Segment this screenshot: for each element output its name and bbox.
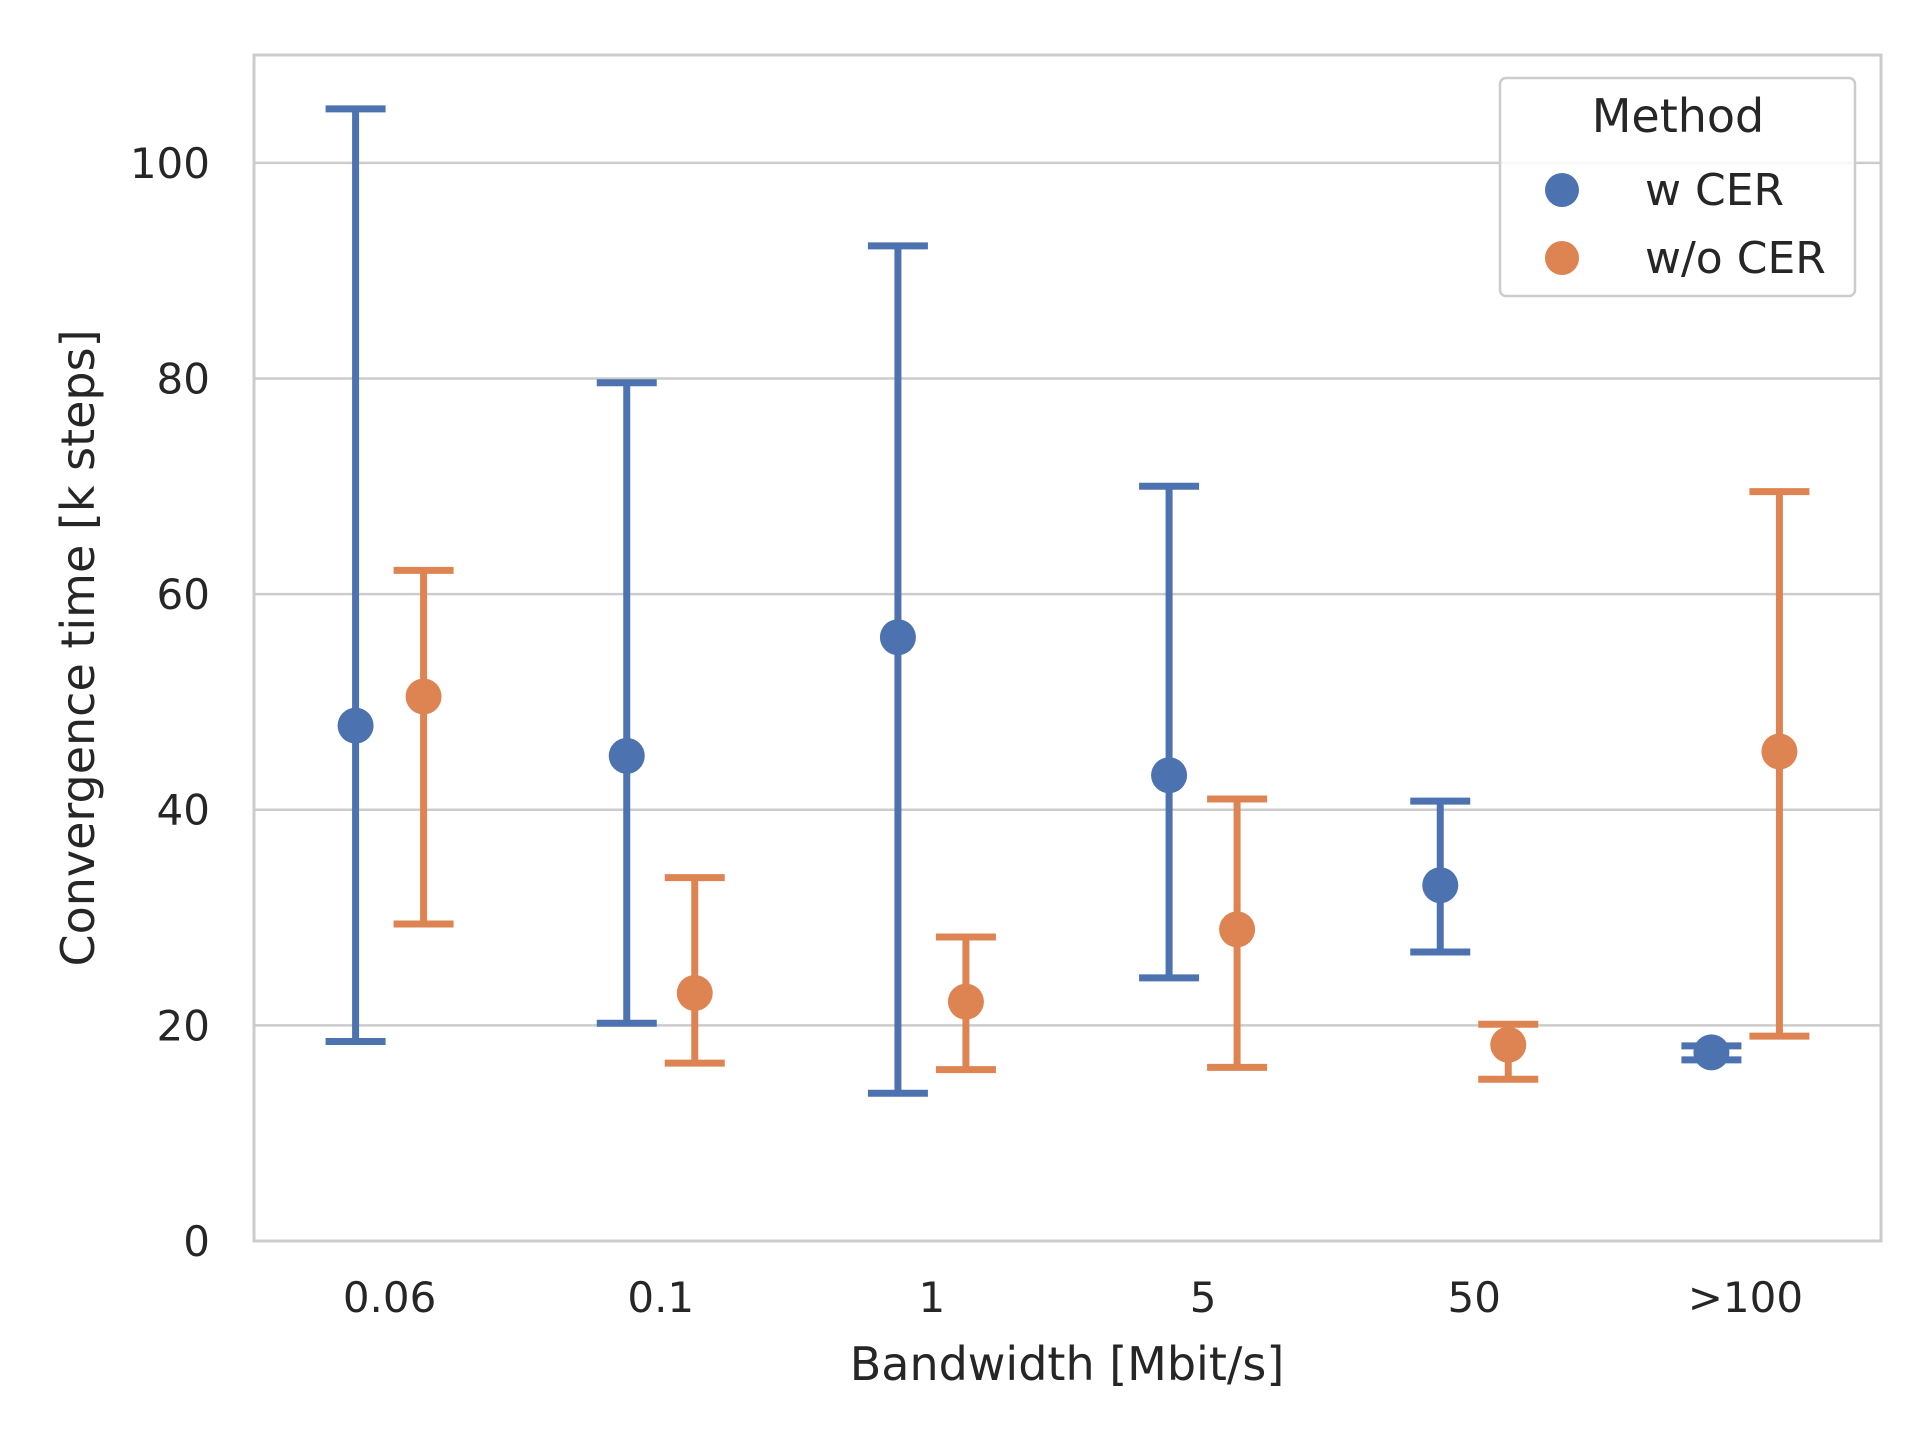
y-tick-label: 20 <box>157 1001 210 1050</box>
series-layer <box>325 105 1810 1097</box>
y-tick-label: 0 <box>183 1217 210 1266</box>
x-tick-label: 50 <box>1448 1273 1501 1322</box>
legend-label: w CER <box>1645 165 1784 216</box>
data-point <box>608 737 645 774</box>
series-1 <box>393 488 1810 1083</box>
data-point <box>1693 1034 1730 1071</box>
data-point <box>1422 867 1459 904</box>
y-tick-label: 80 <box>157 354 210 403</box>
series-0 <box>325 105 1742 1097</box>
legend-marker <box>1545 241 1579 275</box>
data-point <box>405 678 442 715</box>
plot-frame <box>252 53 1883 1243</box>
legend-items: w CER w/o CER <box>1545 165 1826 284</box>
y-tick-label: 100 <box>130 139 210 188</box>
x-tick-label: 0.06 <box>343 1273 437 1322</box>
x-tick-label: 1 <box>919 1273 946 1322</box>
data-point <box>1219 911 1256 948</box>
data-point <box>1761 733 1798 770</box>
x-tick-labels: 0.06 0.1 1 5 50 >100 <box>343 1273 1803 1322</box>
data-point <box>879 619 916 656</box>
x-tick-label: 5 <box>1190 1273 1217 1322</box>
x-tick-label: >100 <box>1688 1273 1803 1322</box>
x-axis-label: Bandwidth [Mbit/s] <box>850 1337 1285 1391</box>
y-axis-label: Convergence time [k steps] <box>51 329 105 966</box>
data-point <box>1490 1026 1527 1063</box>
legend-marker <box>1545 173 1579 207</box>
legend: Method w CER w/o CER <box>1498 76 1857 298</box>
legend-label: w/o CER <box>1645 233 1826 284</box>
x-tick-label: 0.1 <box>627 1273 694 1322</box>
data-point <box>676 975 713 1012</box>
data-point <box>1151 757 1188 794</box>
legend-title: Method <box>1592 89 1765 143</box>
legend-box <box>1498 76 1857 298</box>
y-tick-labels: 0 20 40 60 80 100 <box>130 139 210 1266</box>
data-point <box>337 707 374 744</box>
y-tick-label: 40 <box>157 786 210 835</box>
y-tick-label: 60 <box>157 570 210 619</box>
data-point <box>947 983 984 1020</box>
grid-lines <box>254 161 1881 1027</box>
